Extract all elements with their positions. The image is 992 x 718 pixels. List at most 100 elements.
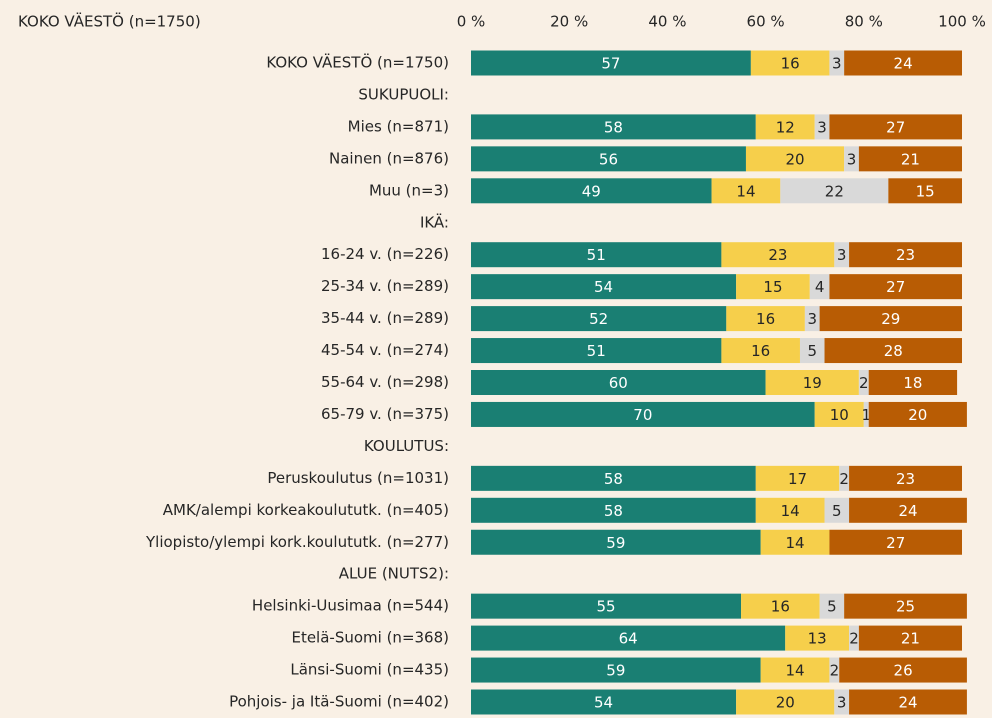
bar-segment	[471, 657, 761, 683]
data-label: 55	[596, 598, 615, 616]
bar-segment	[814, 401, 864, 427]
bar-segment	[834, 689, 850, 715]
bar-segment	[868, 370, 958, 395]
data-label: 64	[619, 630, 638, 648]
data-label: 14	[786, 662, 805, 680]
bar-segment	[849, 242, 962, 268]
data-label: 59	[606, 534, 625, 552]
data-label: 15	[916, 182, 935, 200]
data-label: 2	[830, 662, 840, 680]
y-tick-label: Yliopisto/ylempi kork.koulututk. (n=277)	[145, 533, 449, 551]
data-label: 13	[808, 630, 827, 648]
bar-segment	[760, 529, 830, 555]
bar-segment	[814, 114, 830, 140]
bar-segment	[471, 497, 756, 523]
data-label: 16	[771, 598, 790, 616]
data-label: 3	[817, 118, 827, 136]
bar-segment	[809, 274, 830, 300]
data-label: 17	[788, 470, 807, 488]
bar-segment	[471, 401, 815, 427]
bar-segment	[736, 274, 810, 300]
bar-segment	[849, 689, 967, 715]
y-tick-label: Etelä-Suomi (n=368)	[291, 629, 449, 647]
bar-segment	[736, 689, 835, 715]
bar-segment	[711, 178, 781, 204]
data-label: 23	[896, 470, 915, 488]
data-label: 58	[604, 470, 623, 488]
bar-segment	[819, 593, 845, 619]
data-label: 25	[896, 598, 915, 616]
bar-segment	[849, 465, 962, 491]
bar-segment	[726, 306, 805, 332]
bar-segment	[471, 529, 761, 555]
data-label: 4	[815, 278, 825, 296]
bar-segment	[799, 338, 825, 364]
chart-title: KOKO VÄESTÖ (n=1750)	[18, 12, 201, 31]
x-tick-label: 60 %	[747, 13, 785, 31]
y-tick-label: 45-54 v. (n=274)	[321, 341, 449, 359]
bar-segment	[471, 338, 722, 364]
bar-segment	[863, 401, 869, 427]
data-label: 16	[751, 342, 770, 360]
data-label: 22	[825, 182, 844, 200]
data-label: 2	[849, 630, 859, 648]
data-label: 18	[903, 374, 922, 392]
bar-segment	[824, 497, 850, 523]
data-label: 3	[832, 55, 842, 73]
y-tick-label: ALUE (NUTS2):	[339, 565, 449, 583]
y-tick-label: 65-79 v. (n=375)	[321, 405, 449, 423]
x-tick-label: 100 %	[938, 13, 986, 31]
bar-segment	[780, 178, 889, 204]
data-label: 1	[861, 406, 871, 424]
data-label: 24	[894, 55, 913, 73]
bar-segment	[755, 465, 840, 491]
y-tick-label: 35-44 v. (n=289)	[321, 309, 449, 327]
bar-segment	[819, 306, 962, 332]
data-label: 2	[839, 470, 849, 488]
bar-segment	[785, 625, 850, 651]
y-tick-label: 25-34 v. (n=289)	[321, 277, 449, 295]
y-tick-label: SUKUPUOLI:	[358, 85, 449, 103]
data-label: 5	[807, 342, 817, 360]
data-label: 52	[589, 310, 608, 328]
data-label: 27	[886, 534, 905, 552]
data-label: 24	[898, 502, 917, 520]
bar-segment	[839, 657, 967, 683]
data-label: 14	[786, 534, 805, 552]
bar-segment	[755, 497, 825, 523]
data-label: 14	[736, 182, 755, 200]
data-label: 27	[886, 278, 905, 296]
y-tick-label: 16-24 v. (n=226)	[321, 245, 449, 263]
bar-segment	[844, 593, 967, 619]
bar-segment	[858, 146, 962, 172]
data-label: 10	[830, 406, 849, 424]
y-tick-label: Muu (n=3)	[369, 181, 449, 199]
data-label: 20	[776, 694, 795, 712]
y-tick-label: AMK/alempi korkeakoulututk. (n=405)	[163, 501, 449, 519]
bar-segment	[471, 178, 712, 204]
bar-segment	[750, 50, 830, 76]
bar-segment	[471, 689, 737, 715]
bar-segment	[849, 625, 859, 651]
data-label: 3	[847, 150, 857, 168]
bar-segment	[471, 242, 722, 268]
bar-segment	[471, 370, 766, 395]
bar-segment	[471, 625, 786, 651]
bar-segment	[471, 465, 756, 491]
data-label: 59	[606, 662, 625, 680]
data-label: 58	[604, 118, 623, 136]
data-label: 28	[884, 342, 903, 360]
data-label: 3	[837, 246, 847, 264]
data-label: 26	[894, 662, 913, 680]
bar-segment	[829, 50, 845, 76]
bar-segment	[829, 274, 962, 300]
data-label: 19	[803, 374, 822, 392]
y-tick-label: KOKO VÄESTÖ (n=1750)	[266, 53, 449, 72]
data-label: 3	[837, 694, 847, 712]
x-tick-label: 40 %	[648, 13, 686, 31]
bar-segment	[849, 497, 967, 523]
data-label: 29	[881, 310, 900, 328]
bar-segment	[471, 274, 737, 300]
y-tick-label: 55-64 v. (n=298)	[321, 373, 449, 391]
